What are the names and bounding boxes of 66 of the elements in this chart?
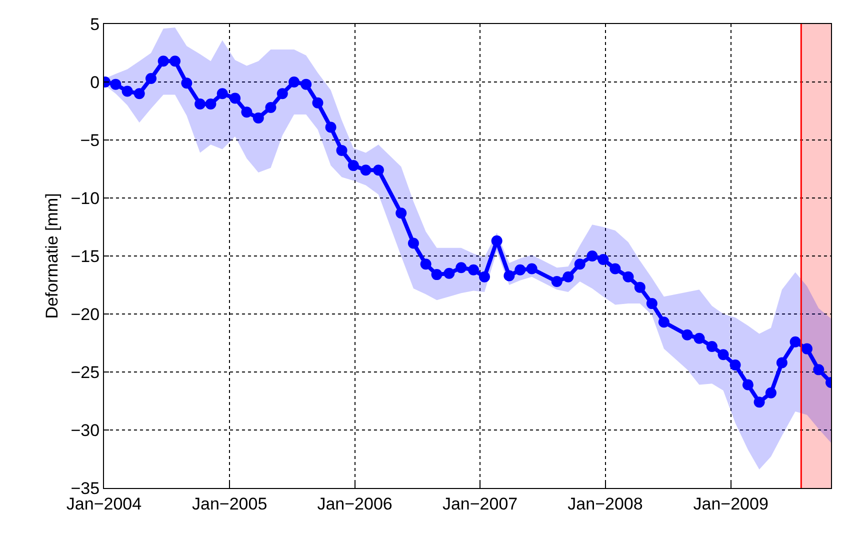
point [122, 86, 133, 97]
x-tick-label: Jan−2008 [568, 494, 643, 514]
point [562, 271, 574, 282]
y-tick-label: −15 [70, 246, 100, 266]
point [372, 164, 384, 176]
point [478, 271, 490, 282]
point [194, 98, 206, 110]
point [348, 160, 359, 172]
point [574, 258, 586, 270]
point [216, 88, 228, 100]
point [456, 262, 467, 274]
point [730, 360, 741, 371]
point [610, 263, 621, 274]
y-tick-label: 5 [90, 14, 100, 34]
x-tick-label: Jan−2005 [192, 494, 268, 514]
y-tick-label: −25 [70, 362, 100, 382]
point [551, 276, 562, 288]
x-tick-label: Jan−2007 [442, 494, 518, 514]
point [813, 364, 824, 376]
point [790, 336, 801, 348]
point [312, 97, 324, 108]
point [230, 92, 241, 104]
x-tick-label: Jan−2006 [317, 494, 392, 514]
point [396, 208, 407, 219]
point [634, 282, 646, 293]
y-tick-label: −10 [70, 188, 100, 208]
point [622, 271, 634, 282]
point [360, 164, 372, 176]
point [431, 269, 442, 280]
y-tick-label: −5 [80, 130, 100, 150]
point [526, 263, 538, 274]
point [491, 235, 502, 246]
y-tick-label: −20 [70, 304, 100, 324]
point [444, 268, 455, 279]
point [776, 357, 788, 368]
point [598, 254, 609, 265]
point [158, 56, 169, 67]
y-tick-label: 0 [90, 72, 100, 92]
point [706, 340, 718, 352]
point [646, 298, 658, 310]
point [718, 349, 729, 360]
point [468, 264, 479, 276]
point [134, 88, 145, 100]
y-axis-title: Deformatie [mm] [42, 193, 62, 319]
point [336, 144, 348, 156]
point [170, 56, 181, 67]
point [658, 316, 670, 328]
point [241, 106, 252, 118]
point [514, 264, 526, 276]
point [252, 112, 264, 124]
point [765, 387, 776, 398]
point [276, 88, 288, 100]
point [205, 98, 216, 110]
y-tick-label: −30 [70, 420, 100, 440]
point [801, 343, 812, 354]
point [325, 122, 336, 133]
point [420, 258, 432, 270]
point [504, 270, 515, 282]
point [742, 379, 754, 390]
x-tick-label: Jan−2009 [693, 494, 768, 514]
point [682, 329, 693, 340]
point [586, 250, 598, 262]
point [265, 102, 276, 114]
point [754, 396, 765, 408]
point [694, 332, 705, 344]
point [408, 238, 419, 249]
